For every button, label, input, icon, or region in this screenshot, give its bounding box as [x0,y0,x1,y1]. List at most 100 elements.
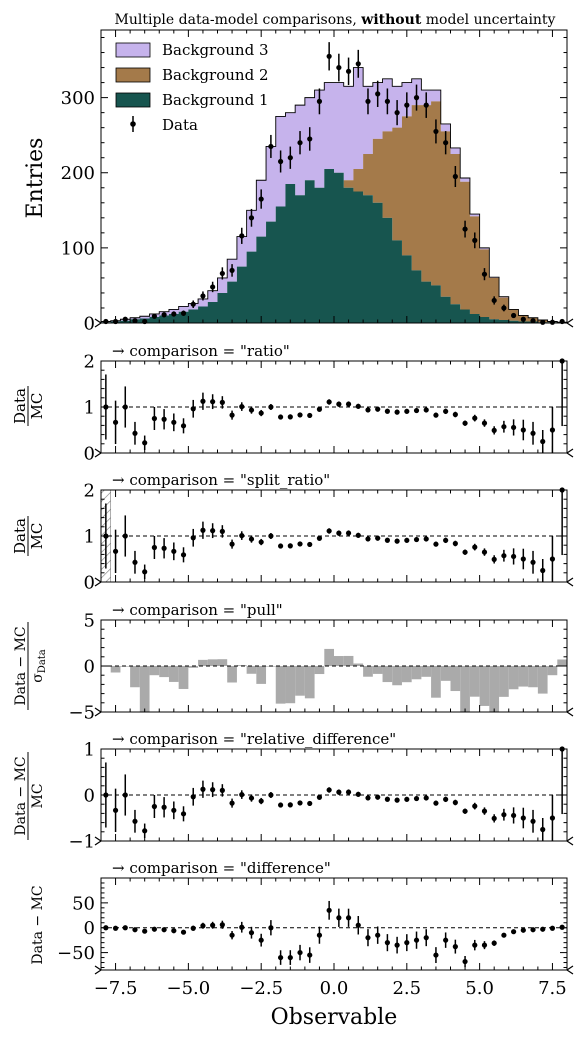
comparison-point [287,954,293,961]
comparison-point [336,401,342,407]
comparison-point [142,928,148,934]
y-tick-label: 0 [84,572,95,593]
data-point [404,102,410,108]
x-tick-label: 2.5 [392,978,421,999]
comparison-point [287,802,293,808]
comparison-point [375,406,381,412]
y-tick-label: 1 [84,739,95,760]
data-point [413,95,420,101]
comparison-point [112,548,119,554]
data-point [472,237,478,243]
x-axis-arrow-left [94,577,103,587]
pull-bar [401,666,412,683]
comparison-point [287,543,293,549]
data-point [316,98,323,104]
data-point [297,140,303,146]
split-ratio-panel: 0 1 2 [84,480,574,593]
comparison-point [112,925,119,931]
comparison-point [190,794,196,800]
comparison-point [219,528,225,535]
comparison-point [540,826,546,833]
x-axis-arrow-left [94,965,103,975]
comparison-point [540,926,546,932]
pull-bar [489,666,500,712]
main-y-axis-label: Entries [23,138,48,219]
comparison-point [549,925,556,931]
comparison-point [142,440,148,446]
x-tick-label: 7.5 [538,978,567,999]
comparison-point [530,927,536,933]
relative-difference-panel-title: → comparison = "relative_difference" [112,730,396,748]
comparison-point [549,556,556,562]
ratio-panel: 0 1 2 [84,351,574,464]
comparison-point [151,803,157,810]
comparison-point [248,407,255,413]
comparison-point [491,427,497,433]
pull-bar [469,666,480,697]
comparison-point [132,559,138,565]
comparison-point [481,808,488,814]
data-point [287,155,293,161]
legend-swatch-background-3 [115,42,151,58]
comparison-point [530,430,536,436]
x-axis-arrow-right [565,448,574,458]
data-point [365,98,371,104]
data-point [423,102,429,108]
comparison-point [190,535,196,541]
comparison-point [239,404,245,410]
comparison-point [122,925,128,931]
comparison-point [336,530,342,536]
comparison-point [384,408,390,414]
comparison-point [365,407,371,413]
data-point [511,312,517,319]
comparison-point [132,927,138,933]
comparison-point [462,420,468,426]
comparison-point [336,789,342,795]
comparison-point [423,536,429,542]
data-point [210,284,216,290]
comparison-point [200,786,206,792]
data-point [190,301,196,307]
comparison-point [161,416,167,422]
comparison-point [472,942,478,948]
comparison-point [239,533,245,539]
x-axis-arrow-right [565,836,574,846]
data-point [307,136,313,142]
comparison-point [365,795,371,801]
comparison-point [200,527,206,533]
y-tick-label: 1 [84,397,95,418]
comparison-point [307,412,313,419]
data-point [384,98,390,104]
comparison-point [210,399,216,405]
comparison-point [268,404,274,410]
comparison-point [151,544,157,551]
difference-panel: −7.5 −5.0 −2.5 0.0 2.5 5.0 7.5 −50 0 50 [57,877,574,999]
comparison-point [384,537,390,543]
comparison-point [530,559,536,565]
pull-bar [295,666,305,696]
data-point [530,318,536,324]
main-histogram-plot: 0 100 200 300 [61,29,574,334]
comparison-point [501,424,507,430]
x-axis-arrow-left [94,707,103,717]
comparison-point [520,427,526,433]
comparison-point [297,949,303,956]
comparison-point [433,952,439,958]
comparison-point [219,399,225,405]
comparison-point [142,828,148,834]
pull-bar [188,666,199,668]
data-point [326,53,332,59]
comparison-point [278,414,284,420]
split-ratio-ylabel-numerator: Data [11,518,29,554]
legend-data-marker [130,121,136,127]
x-axis-arrow-left [94,836,103,846]
comparison-point [520,815,526,821]
comparison-point [171,548,177,554]
comparison-point [210,528,216,534]
background-1-area [101,168,567,323]
comparison-point [511,812,517,819]
pull-bar [528,666,538,688]
comparison-point [511,424,517,431]
comparison-point [540,438,546,445]
legend-swatch-background-2 [115,67,151,83]
